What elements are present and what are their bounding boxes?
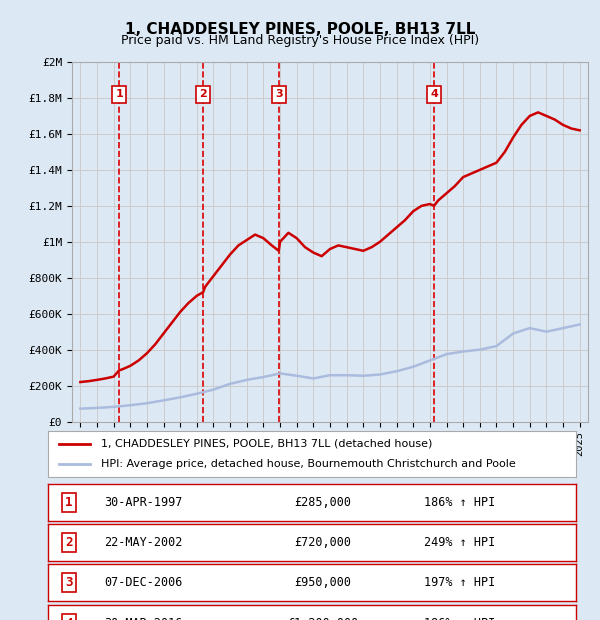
Text: £285,000: £285,000 <box>294 496 351 509</box>
Text: 249% ↑ HPI: 249% ↑ HPI <box>424 536 496 549</box>
Text: 30-APR-1997: 30-APR-1997 <box>104 496 182 509</box>
Text: 1, CHADDESLEY PINES, POOLE, BH13 7LL (detached house): 1, CHADDESLEY PINES, POOLE, BH13 7LL (de… <box>101 439 432 449</box>
Text: 22-MAY-2002: 22-MAY-2002 <box>104 536 182 549</box>
Text: 4: 4 <box>430 89 438 99</box>
Text: 3: 3 <box>275 89 283 99</box>
Text: HPI: Average price, detached house, Bournemouth Christchurch and Poole: HPI: Average price, detached house, Bour… <box>101 459 515 469</box>
Text: 1, CHADDESLEY PINES, POOLE, BH13 7LL: 1, CHADDESLEY PINES, POOLE, BH13 7LL <box>125 22 475 37</box>
Text: £1,200,000: £1,200,000 <box>287 617 358 620</box>
Text: 2: 2 <box>65 536 73 549</box>
Text: Price paid vs. HM Land Registry's House Price Index (HPI): Price paid vs. HM Land Registry's House … <box>121 34 479 47</box>
Text: 30-MAR-2016: 30-MAR-2016 <box>104 617 182 620</box>
Text: 07-DEC-2006: 07-DEC-2006 <box>104 577 182 590</box>
Text: 3: 3 <box>65 577 73 590</box>
Text: 4: 4 <box>65 617 73 620</box>
Text: 197% ↑ HPI: 197% ↑ HPI <box>424 577 496 590</box>
Text: 196% ↑ HPI: 196% ↑ HPI <box>424 617 496 620</box>
Text: 2: 2 <box>199 89 207 99</box>
Text: 1: 1 <box>65 496 73 509</box>
Text: 1: 1 <box>115 89 123 99</box>
Text: 186% ↑ HPI: 186% ↑ HPI <box>424 496 496 509</box>
Text: £950,000: £950,000 <box>294 577 351 590</box>
Text: £720,000: £720,000 <box>294 536 351 549</box>
